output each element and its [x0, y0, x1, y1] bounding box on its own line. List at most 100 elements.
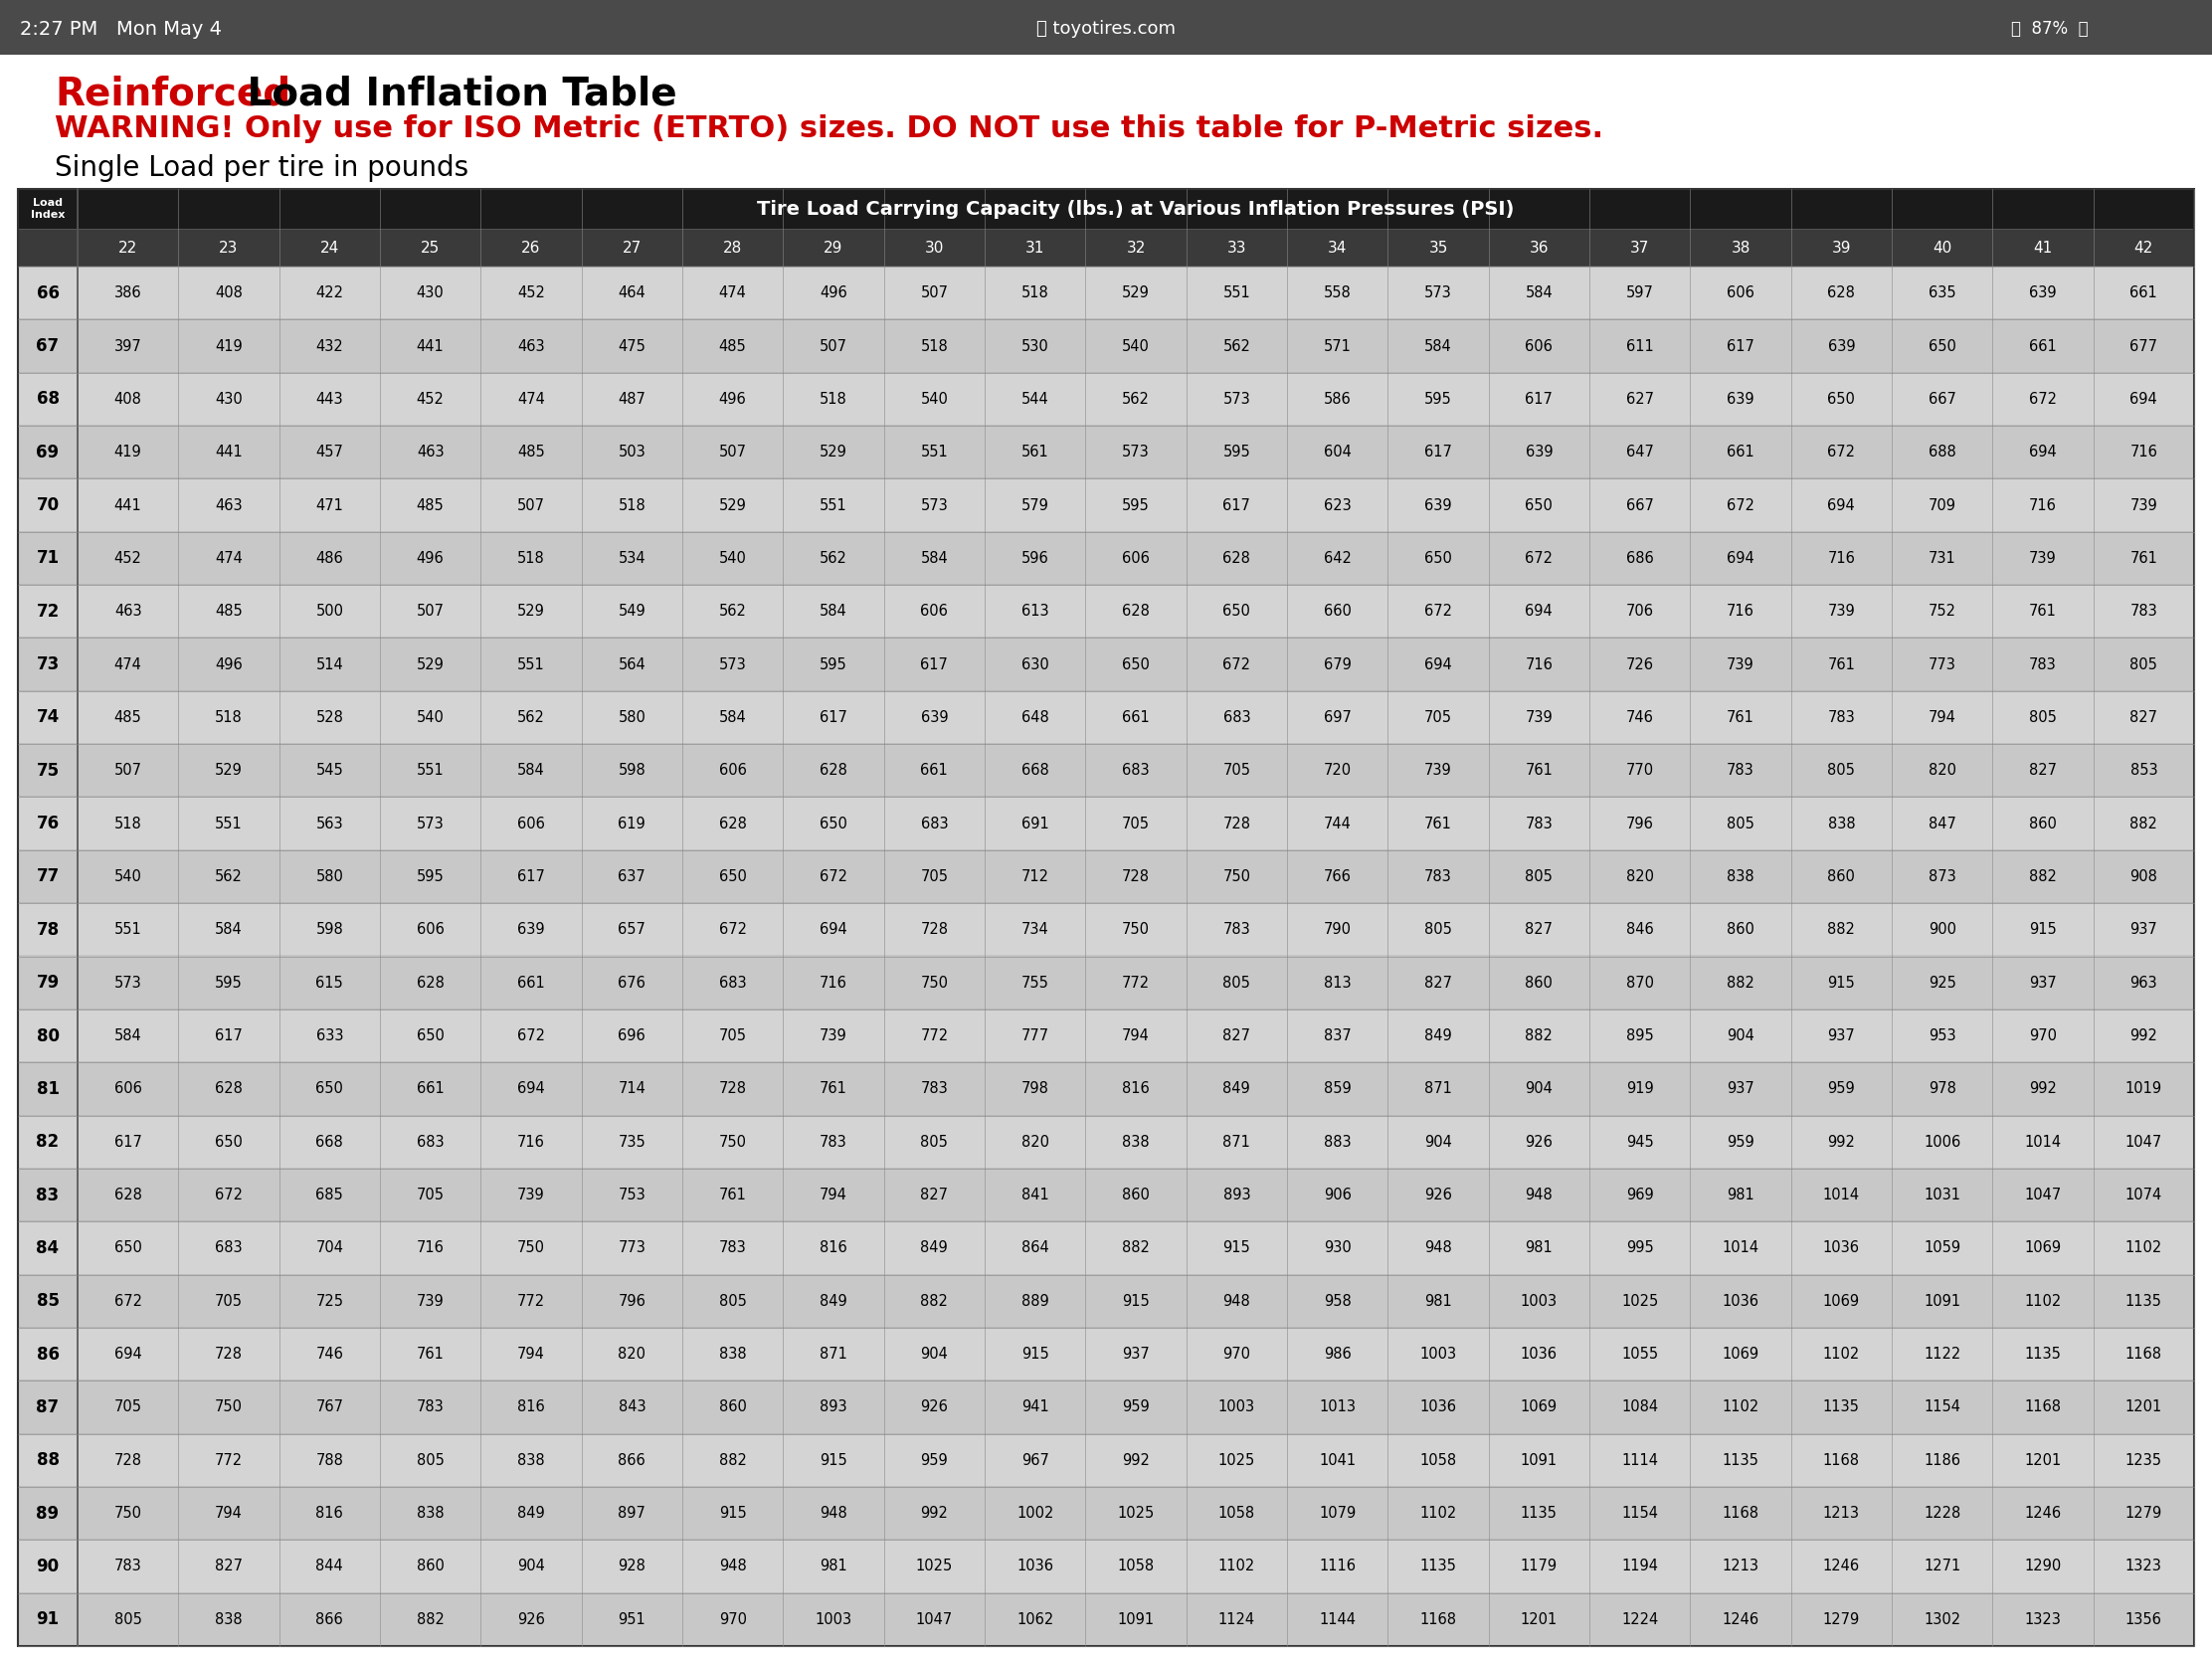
- Text: 735: 735: [617, 1135, 646, 1150]
- Text: 860: 860: [2028, 816, 2057, 831]
- Bar: [18, 1593, 2194, 1646]
- Bar: [18, 479, 2194, 533]
- Text: 1168: 1168: [2126, 1347, 2161, 1362]
- Bar: [18, 1486, 2194, 1540]
- Text: 📶  87%  🔋: 📶 87% 🔋: [2011, 20, 2088, 38]
- Text: 904: 904: [1524, 1082, 1553, 1097]
- Text: 540: 540: [719, 551, 748, 566]
- Text: Reinforced: Reinforced: [55, 75, 290, 113]
- Text: 816: 816: [1121, 1082, 1150, 1097]
- Text: 694: 694: [2130, 392, 2157, 406]
- Text: 463: 463: [518, 338, 544, 353]
- Text: 562: 562: [1223, 338, 1250, 353]
- Text: 753: 753: [617, 1188, 646, 1203]
- Text: 694: 694: [115, 1347, 142, 1362]
- Text: 529: 529: [719, 498, 748, 513]
- Text: 1246: 1246: [2024, 1506, 2062, 1521]
- Text: 915: 915: [1827, 975, 1856, 990]
- Text: 986: 986: [1323, 1347, 1352, 1362]
- Text: 1003: 1003: [1520, 1294, 1557, 1309]
- Text: 627: 627: [1626, 392, 1655, 406]
- Text: 635: 635: [1929, 285, 1955, 300]
- Text: 783: 783: [115, 1559, 142, 1574]
- Text: 895: 895: [1626, 1029, 1655, 1044]
- Text: 672: 672: [1223, 657, 1250, 672]
- Text: 827: 827: [2130, 710, 2157, 725]
- Text: 650: 650: [1524, 498, 1553, 513]
- Text: 598: 598: [617, 763, 646, 778]
- Text: 714: 714: [617, 1082, 646, 1097]
- Text: 70: 70: [35, 496, 60, 514]
- Text: Load
Index: Load Index: [31, 197, 64, 219]
- Text: 529: 529: [416, 657, 445, 672]
- Text: 1246: 1246: [1823, 1559, 1860, 1574]
- Text: 471: 471: [316, 498, 343, 513]
- Text: 540: 540: [416, 710, 445, 725]
- Text: 915: 915: [1223, 1241, 1250, 1256]
- Text: 558: 558: [1323, 285, 1352, 300]
- Text: 584: 584: [115, 1029, 142, 1044]
- Text: 463: 463: [416, 445, 445, 460]
- Text: 904: 904: [1425, 1135, 1451, 1150]
- Text: 783: 783: [2130, 604, 2157, 619]
- Text: 761: 761: [2028, 604, 2057, 619]
- Text: 528: 528: [316, 710, 343, 725]
- Text: 915: 915: [2028, 922, 2057, 937]
- Text: 1356: 1356: [2126, 1613, 2161, 1627]
- Text: 948: 948: [1526, 1188, 1553, 1203]
- Text: 794: 794: [215, 1506, 243, 1521]
- Text: 419: 419: [115, 445, 142, 460]
- Text: 683: 683: [1121, 763, 1150, 778]
- Text: 694: 694: [1728, 551, 1754, 566]
- Text: 661: 661: [416, 1082, 445, 1097]
- Text: 1058: 1058: [1219, 1506, 1254, 1521]
- Text: 606: 606: [1728, 285, 1754, 300]
- Text: 518: 518: [518, 551, 544, 566]
- Text: 783: 783: [1526, 816, 1553, 831]
- Text: 694: 694: [1425, 657, 1451, 672]
- Text: 766: 766: [1323, 869, 1352, 884]
- Text: 474: 474: [115, 657, 142, 672]
- Text: 606: 606: [1121, 551, 1150, 566]
- Text: 23: 23: [219, 241, 239, 255]
- Bar: [18, 1540, 2194, 1593]
- Text: 457: 457: [316, 445, 343, 460]
- Text: 794: 794: [1929, 710, 1955, 725]
- Text: 1168: 1168: [2024, 1400, 2062, 1415]
- Text: 805: 805: [416, 1453, 445, 1468]
- Text: 694: 694: [2028, 445, 2057, 460]
- Text: 686: 686: [1626, 551, 1655, 566]
- Text: 1228: 1228: [1924, 1506, 1960, 1521]
- Text: 579: 579: [1022, 498, 1048, 513]
- Text: 672: 672: [115, 1294, 142, 1309]
- Text: 623: 623: [1323, 498, 1352, 513]
- Text: 1235: 1235: [2126, 1453, 2161, 1468]
- Text: 430: 430: [215, 392, 243, 406]
- Text: 904: 904: [920, 1347, 949, 1362]
- Text: 761: 761: [1524, 763, 1553, 778]
- Text: 981: 981: [1425, 1294, 1451, 1309]
- Text: 79: 79: [35, 974, 60, 992]
- Text: 838: 838: [719, 1347, 745, 1362]
- Text: 882: 882: [719, 1453, 748, 1468]
- Text: 514: 514: [316, 657, 343, 672]
- Text: 452: 452: [115, 551, 142, 566]
- Bar: [18, 189, 2194, 229]
- Text: 82: 82: [35, 1133, 60, 1151]
- Text: 32: 32: [1126, 241, 1146, 255]
- Text: 84: 84: [35, 1239, 60, 1258]
- Text: 838: 838: [1827, 816, 1856, 831]
- Text: 846: 846: [1626, 922, 1655, 937]
- Text: 40: 40: [1933, 241, 1951, 255]
- Text: 1122: 1122: [1924, 1347, 1960, 1362]
- Text: 838: 838: [1121, 1135, 1150, 1150]
- Text: 928: 928: [617, 1559, 646, 1574]
- Text: 866: 866: [316, 1613, 343, 1627]
- Text: 617: 617: [821, 710, 847, 725]
- Text: 716: 716: [518, 1135, 544, 1150]
- Text: 731: 731: [1929, 551, 1955, 566]
- Text: 860: 860: [1121, 1188, 1150, 1203]
- Text: 969: 969: [1626, 1188, 1655, 1203]
- Text: 882: 882: [416, 1613, 445, 1627]
- Text: 672: 672: [518, 1029, 544, 1044]
